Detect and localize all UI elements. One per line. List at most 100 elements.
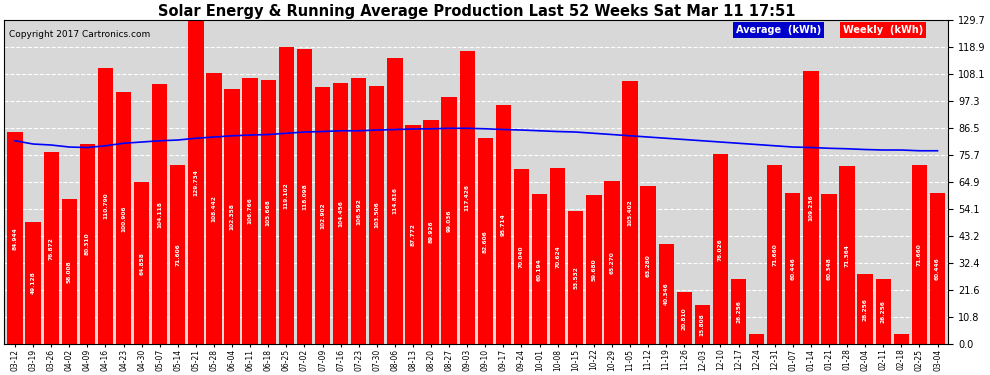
- Bar: [98, 68, 113, 344]
- Text: 71.606: 71.606: [175, 244, 180, 266]
- Bar: [857, 274, 873, 344]
- Text: 105.402: 105.402: [628, 200, 633, 226]
- Bar: [315, 87, 331, 344]
- Bar: [134, 182, 149, 344]
- Text: 53.532: 53.532: [573, 266, 578, 289]
- Bar: [7, 132, 23, 344]
- Text: 102.902: 102.902: [320, 202, 325, 229]
- Text: Weekly  (kWh): Weekly (kWh): [842, 25, 923, 35]
- Text: 89.926: 89.926: [429, 221, 434, 243]
- Bar: [44, 152, 58, 344]
- Bar: [496, 105, 511, 344]
- Text: 109.236: 109.236: [809, 195, 814, 221]
- Bar: [225, 88, 240, 344]
- Text: 82.606: 82.606: [483, 230, 488, 253]
- Bar: [61, 200, 77, 344]
- Bar: [822, 194, 837, 344]
- Text: 80.310: 80.310: [85, 233, 90, 255]
- Text: 119.102: 119.102: [284, 182, 289, 209]
- Text: 58.008: 58.008: [66, 261, 72, 283]
- Bar: [477, 138, 493, 344]
- Text: 100.906: 100.906: [121, 205, 126, 232]
- Bar: [333, 83, 348, 344]
- Bar: [459, 51, 475, 344]
- Text: 76.026: 76.026: [718, 238, 723, 261]
- Bar: [676, 292, 692, 344]
- Text: 102.358: 102.358: [230, 203, 235, 230]
- Bar: [930, 194, 945, 344]
- Bar: [894, 334, 909, 344]
- Bar: [767, 165, 782, 344]
- Text: 70.040: 70.040: [519, 246, 524, 268]
- Text: 76.872: 76.872: [49, 237, 53, 260]
- Text: Copyright 2017 Cartronics.com: Copyright 2017 Cartronics.com: [9, 30, 150, 39]
- Bar: [586, 195, 602, 344]
- Bar: [116, 92, 132, 344]
- Text: 108.442: 108.442: [212, 195, 217, 222]
- Text: 60.446: 60.446: [790, 258, 795, 280]
- Bar: [351, 78, 366, 344]
- Bar: [658, 244, 674, 344]
- Text: 60.194: 60.194: [537, 258, 543, 280]
- Text: 60.348: 60.348: [827, 258, 832, 280]
- Bar: [695, 305, 710, 344]
- Bar: [79, 144, 95, 344]
- Text: 114.816: 114.816: [392, 188, 397, 214]
- Bar: [26, 222, 41, 344]
- Bar: [568, 211, 583, 344]
- Text: 106.592: 106.592: [356, 198, 361, 225]
- Bar: [206, 74, 222, 344]
- Bar: [260, 80, 276, 344]
- Text: 104.118: 104.118: [157, 201, 162, 228]
- Text: 105.668: 105.668: [265, 199, 270, 226]
- Text: 60.446: 60.446: [935, 258, 940, 280]
- Text: 40.346: 40.346: [663, 283, 668, 305]
- Bar: [875, 279, 891, 344]
- Text: 63.280: 63.280: [645, 254, 650, 277]
- Bar: [297, 50, 312, 344]
- Text: 64.858: 64.858: [140, 252, 145, 275]
- Text: 49.128: 49.128: [31, 272, 36, 294]
- Text: 95.714: 95.714: [501, 213, 506, 236]
- Text: 87.772: 87.772: [411, 224, 416, 246]
- Bar: [387, 57, 403, 344]
- Text: 106.766: 106.766: [248, 198, 252, 225]
- Text: 110.790: 110.790: [103, 193, 108, 219]
- Text: 26.256: 26.256: [881, 300, 886, 323]
- Bar: [278, 47, 294, 344]
- Bar: [369, 86, 384, 344]
- Bar: [442, 97, 456, 344]
- Text: 26.256: 26.256: [736, 300, 742, 323]
- Bar: [912, 165, 927, 344]
- Text: 28.256: 28.256: [862, 298, 867, 321]
- Bar: [623, 81, 638, 344]
- Text: 118.098: 118.098: [302, 183, 307, 210]
- Text: 71.660: 71.660: [772, 243, 777, 266]
- Bar: [152, 84, 167, 344]
- Bar: [550, 168, 565, 344]
- Text: 99.036: 99.036: [446, 209, 451, 232]
- Text: 103.506: 103.506: [374, 202, 379, 228]
- Bar: [405, 125, 421, 344]
- Bar: [785, 194, 801, 344]
- Text: 71.364: 71.364: [844, 244, 849, 267]
- Bar: [514, 170, 530, 344]
- Bar: [641, 186, 655, 344]
- Text: 20.810: 20.810: [682, 307, 687, 330]
- Title: Solar Energy & Running Average Production Last 52 Weeks Sat Mar 11 17:51: Solar Energy & Running Average Productio…: [157, 4, 795, 19]
- Bar: [803, 72, 819, 344]
- Bar: [713, 154, 728, 344]
- Text: 117.426: 117.426: [464, 184, 469, 211]
- Text: 59.680: 59.680: [591, 258, 596, 281]
- Bar: [243, 78, 257, 344]
- Text: 70.624: 70.624: [555, 245, 560, 267]
- Bar: [532, 194, 547, 344]
- Text: 65.270: 65.270: [610, 252, 615, 274]
- Text: 15.808: 15.808: [700, 313, 705, 336]
- Bar: [604, 182, 620, 344]
- Text: 104.456: 104.456: [339, 201, 344, 227]
- Bar: [424, 120, 439, 344]
- Text: 129.734: 129.734: [193, 169, 198, 196]
- Bar: [731, 279, 746, 344]
- Bar: [749, 334, 764, 344]
